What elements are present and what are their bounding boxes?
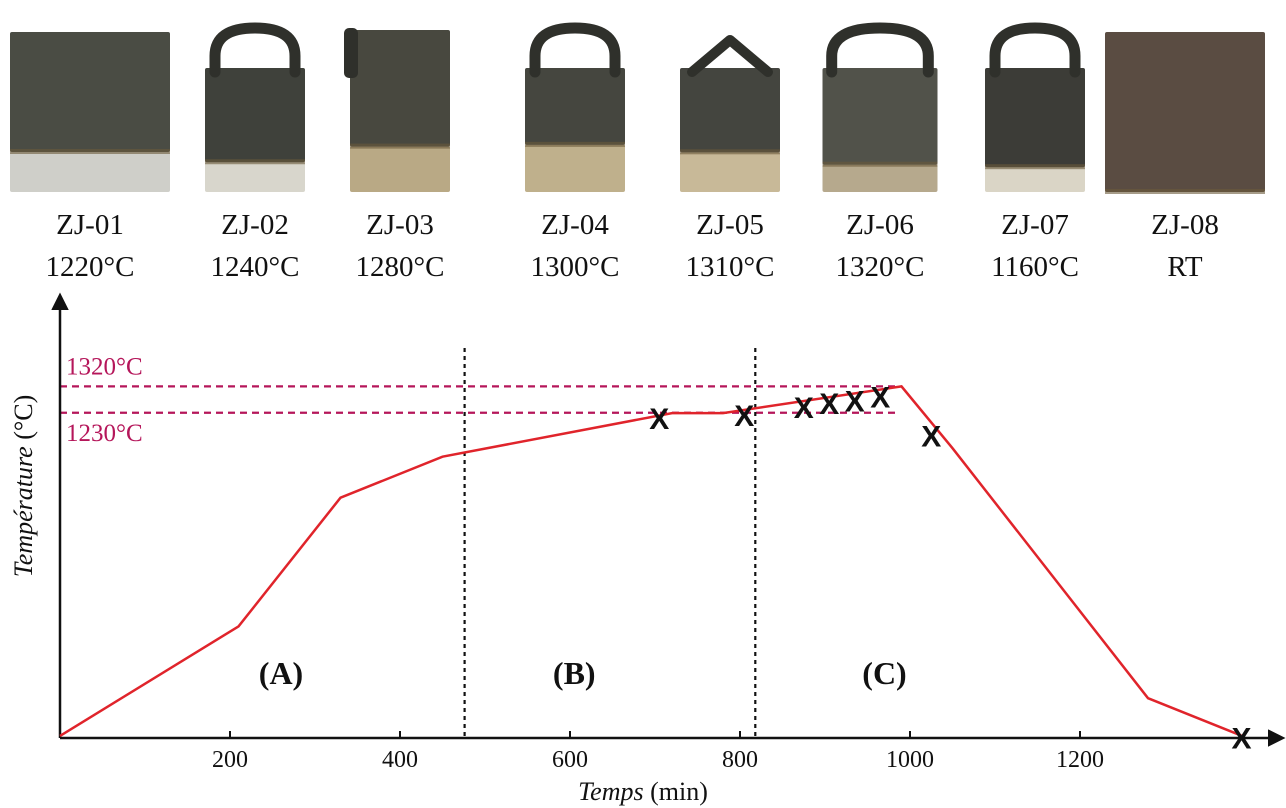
sample-id-label: ZJ-04: [541, 209, 609, 241]
sample-photo: [525, 22, 625, 192]
temperature-profile-line: [59, 385, 1242, 737]
sample-photo-row: ZJ-01 1220°C ZJ-02 1240°C ZJ-03 1280°C ZJ-04 13…: [10, 22, 1265, 283]
sample-photo: [680, 35, 780, 192]
x-tick-label: 200: [212, 747, 248, 773]
sample-temp-label: 1310°C: [686, 251, 775, 283]
sample-temp-label: 1280°C: [356, 251, 445, 283]
sampling-point-marker: X: [819, 388, 839, 421]
sample-id-label: ZJ-01: [56, 209, 124, 241]
sample-zj-08: ZJ-08 RT: [1105, 32, 1265, 283]
sample-id-label: ZJ-08: [1151, 209, 1219, 241]
sample-photo: [205, 22, 305, 192]
sample-id-label: ZJ-02: [221, 209, 289, 241]
sample-photo: [344, 28, 450, 192]
sample-temp-label: RT: [1167, 251, 1203, 283]
phase-label: (C): [862, 655, 906, 691]
sample-photo: [10, 32, 170, 192]
sampling-point-marker: X: [845, 385, 865, 418]
reference-lines: 1320°C 1230°C: [60, 353, 898, 447]
reference-label: 1230°C: [66, 420, 143, 447]
phase-labels: (A) (B) (C): [259, 655, 907, 691]
sample-photo: [1105, 32, 1265, 194]
sampling-point-marker: X: [870, 381, 890, 414]
x-tick-marks: 200 400 600 800 1000 1200: [212, 731, 1104, 773]
sample-temp-label: 1320°C: [836, 251, 925, 283]
sample-photo: [822, 22, 938, 192]
sample-zj-04: ZJ-04 1300°C: [525, 22, 625, 283]
x-tick-label: 1200: [1056, 747, 1104, 773]
sample-id-label: ZJ-03: [366, 209, 434, 241]
x-axis-title: Temps (min): [578, 777, 708, 806]
sample-zj-06: ZJ-06 1320°C: [822, 22, 938, 283]
sample-zj-01: ZJ-01 1220°C: [10, 32, 170, 283]
sample-id-label: ZJ-06: [846, 209, 914, 241]
sampling-point-marker: X: [1231, 722, 1251, 755]
sample-temp-label: 1220°C: [46, 251, 135, 283]
reference-label: 1320°C: [66, 353, 143, 380]
y-axis-title: Température (°C): [9, 395, 38, 578]
sample-temp-label: 1160°C: [991, 251, 1079, 283]
sampling-point-marker: X: [734, 400, 754, 433]
sample-zj-07: ZJ-07 1160°C: [985, 22, 1085, 283]
sample-zj-05: ZJ-05 1310°C: [680, 35, 780, 283]
sampling-point-marker: X: [649, 403, 669, 436]
x-tick-label: 600: [552, 747, 588, 773]
sample-photo: [985, 22, 1085, 192]
sampling-point-marker: X: [794, 392, 814, 425]
sample-zj-02: ZJ-02 1240°C: [205, 22, 305, 283]
phase-boundaries: [463, 348, 757, 738]
phase-label: (B): [553, 655, 596, 691]
sample-temp-label: 1240°C: [211, 251, 300, 283]
sample-id-label: ZJ-05: [696, 209, 764, 241]
sampling-markers: X X X X X XXX: [649, 381, 1251, 755]
x-tick-label: 800: [722, 747, 758, 773]
phase-label: (A): [259, 655, 303, 691]
sample-id-label: ZJ-07: [1001, 209, 1069, 241]
axes: [51, 292, 1286, 747]
sampling-point-marker: X: [921, 420, 941, 453]
x-tick-label: 1000: [886, 747, 934, 773]
x-tick-label: 400: [382, 747, 418, 773]
sample-zj-03: ZJ-03 1280°C: [344, 28, 450, 283]
sample-temp-label: 1300°C: [531, 251, 620, 283]
